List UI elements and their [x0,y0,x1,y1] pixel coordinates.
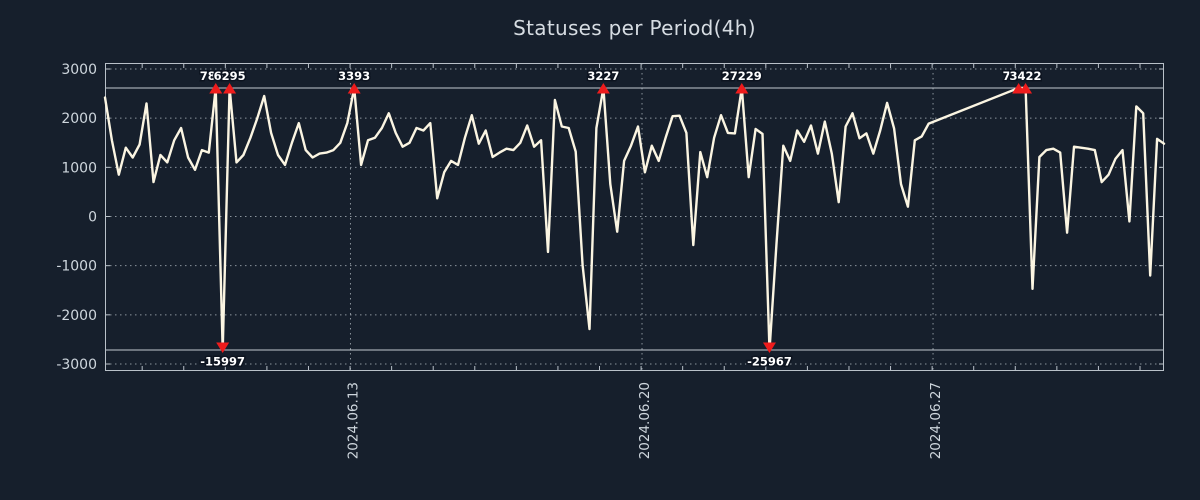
spike-up-marker [209,83,223,94]
plot-area: 7866 -15997 6295 3393 3227 27229 -25967 7342342… [103,63,1166,371]
x-axis-label: 2024.06.13 [345,382,361,459]
spike-value-label: -15997 [200,355,245,369]
y-axis-label: -3000 [56,357,97,373]
spike-value-label: 6295 [214,69,246,83]
spike-down-marker [762,342,776,353]
spike-value-label: 3422 [1010,69,1042,83]
x-axis-label: 2024.06.20 [637,382,653,459]
series-line [103,86,1166,352]
y-axis-label: 1000 [61,160,97,176]
spike-value-label: 3227 [587,69,619,83]
y-axis-label: 0 [88,210,97,226]
spike-down-marker [216,342,230,353]
y-axis-label: -2000 [56,308,97,324]
y-axis-label: -1000 [56,259,97,275]
spike-value-label: 3393 [338,69,370,83]
spike-up-marker [1019,83,1033,94]
spike-up-marker [223,83,237,94]
chart-title: Statuses per Period(4h) [513,16,756,40]
x-axis-label: 2024.06.27 [928,382,944,459]
y-axis-label: 3000 [61,62,97,78]
spike-value-label: -25967 [747,355,792,369]
plot-frame [105,63,1164,371]
spike-up-marker [596,83,610,94]
spike-up-marker [347,83,361,94]
spike-value-label: 7342 [1003,69,1035,83]
spike-value-label: 7866 [200,69,232,83]
spike-up-marker [735,83,749,94]
y-axis-label: 2000 [61,111,97,127]
spike-value-label: 27229 [722,69,762,83]
